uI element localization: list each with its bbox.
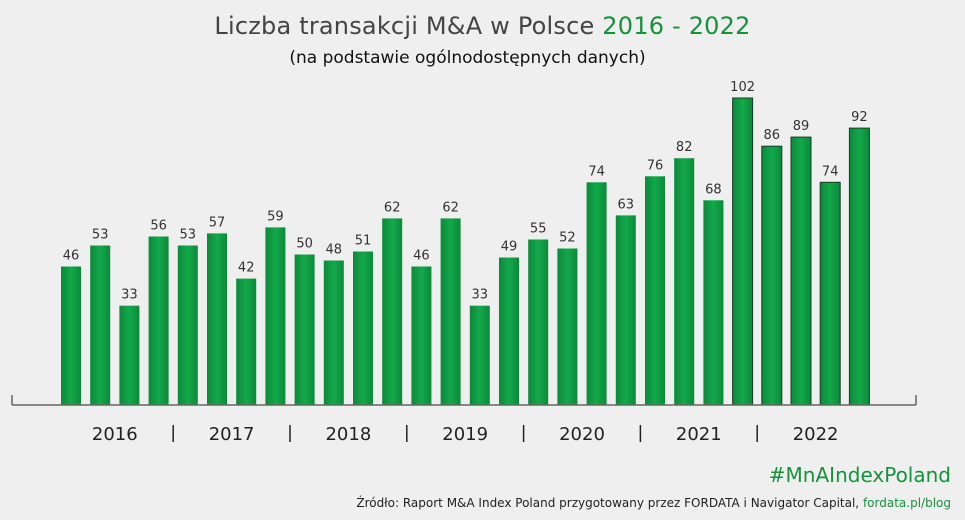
value-label: 74 (588, 164, 605, 179)
value-label: 33 (121, 288, 138, 303)
value-label: 46 (413, 249, 430, 264)
value-label: 53 (92, 228, 109, 243)
year-label: 2020 (559, 424, 605, 445)
value-label: 76 (647, 158, 664, 173)
year-label: 2019 (442, 424, 488, 445)
bar-2018-q3 (353, 251, 373, 405)
value-label: 86 (764, 128, 781, 143)
bar-2018-q2 (323, 260, 344, 405)
x-axis (11, 395, 917, 406)
value-label: 62 (384, 200, 401, 215)
value-label: 52 (559, 231, 576, 246)
bar-2021-q4 (732, 97, 754, 406)
bar-2022-q1 (761, 145, 783, 406)
value-label: 89 (793, 119, 810, 134)
bar-2019-q2 (440, 218, 461, 405)
value-label: 56 (150, 219, 167, 234)
value-label-group: 46 53 33 56 53 57 42 59 50 48 51 62 46 62 33 49 55 52 74 63… (63, 80, 868, 303)
year-label-group: 2016 2017 2018 2019 2020 2021 2022 (92, 424, 839, 445)
chart-title: Liczba transakcji M&A w Polsce 2016 - 20… (0, 12, 965, 40)
bar-2018-q4 (382, 218, 403, 405)
value-label: 102 (730, 80, 755, 95)
bar-2020-q3 (586, 182, 607, 405)
year-label: 2017 (209, 424, 255, 445)
value-label: 49 (501, 240, 518, 255)
chart-subtitle: (na podstawie ogólnodostępnych danych) (289, 48, 646, 68)
bar-2018-q1 (294, 254, 315, 405)
value-label: 82 (676, 140, 693, 155)
source-note: Źródło: Raport M&A Index Poland przygoto… (356, 496, 951, 510)
value-label: 55 (530, 222, 547, 237)
chart-title-years: 2016 - 2022 (602, 12, 751, 40)
value-label: 63 (618, 197, 635, 212)
bar-2016-q2 (90, 245, 111, 405)
value-label: 57 (209, 215, 226, 230)
year-label: 2021 (676, 424, 722, 445)
bar-2016-q4 (148, 236, 169, 405)
bar-2022-q4 (848, 127, 870, 406)
bar-2020-q2 (557, 248, 578, 405)
bar-2019-q1 (411, 266, 432, 405)
bar-2016-q1 (61, 266, 81, 405)
bar-2022-q3 (819, 181, 841, 406)
bar-group (61, 97, 870, 406)
value-label: 51 (355, 234, 372, 249)
value-label: 59 (267, 209, 284, 224)
bar-2019-q4 (499, 257, 519, 405)
hashtag: #MnAIndexPoland (768, 463, 951, 487)
source-text: Źródło: Raport M&A Index Poland przygoto… (356, 496, 860, 510)
value-label: 42 (238, 261, 255, 276)
value-label: 68 (705, 182, 722, 197)
bar-2022-q2 (790, 136, 812, 406)
bar-2017-q2 (207, 233, 227, 405)
bar-2020-q1 (528, 239, 549, 405)
year-label: 2022 (793, 424, 839, 445)
value-label: 74 (822, 164, 839, 179)
value-label: 92 (851, 110, 868, 125)
value-label: 33 (472, 288, 489, 303)
value-label: 50 (296, 237, 313, 252)
bar-2017-q4 (265, 227, 286, 405)
bar-chart: 46 53 33 56 53 57 42 59 50 48 51 62 46 62 33 49 55 52 74 63… (11, 80, 917, 445)
value-label: 48 (326, 243, 343, 258)
value-label: 62 (442, 200, 459, 215)
bar-2017-q1 (177, 245, 198, 405)
year-label: 2016 (92, 424, 138, 445)
value-label: 46 (63, 249, 80, 264)
bar-2020-q4 (615, 215, 636, 405)
source-link[interactable]: fordata.pl/blog (862, 496, 951, 510)
bar-2017-q3 (236, 278, 257, 405)
value-label: 53 (180, 228, 197, 243)
bar-2016-q3 (119, 305, 140, 405)
year-label: 2018 (325, 424, 371, 445)
bar-2021-q2 (674, 158, 695, 405)
bar-2019-q3 (469, 305, 490, 405)
bar-2021-q1 (645, 176, 665, 405)
bar-2021-q3 (703, 200, 724, 405)
chart-title-main: Liczba transakcji M&A w Polsce (214, 12, 595, 40)
